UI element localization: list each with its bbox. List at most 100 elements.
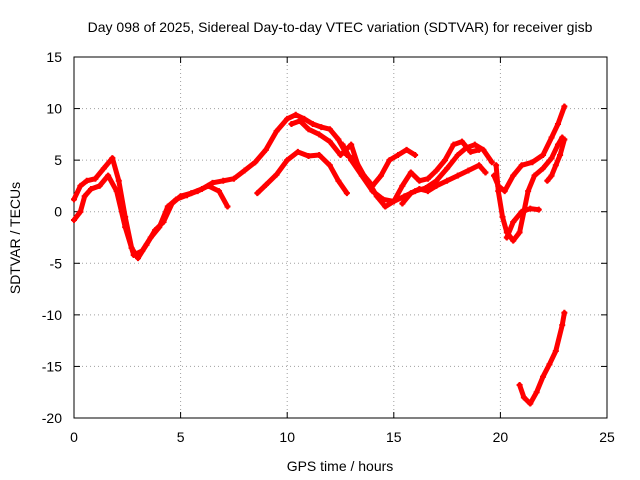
data-point	[378, 172, 385, 179]
x-tick-label: 5	[177, 429, 185, 445]
y-tick-label: -5	[50, 255, 63, 271]
data-point	[262, 181, 269, 188]
data-point	[305, 126, 312, 133]
data-point	[130, 252, 137, 259]
data-point	[88, 186, 95, 193]
y-axis-label: SDTVAR / TECUs	[7, 182, 23, 294]
data-point	[335, 177, 342, 184]
data-point	[488, 159, 495, 166]
data-point	[318, 124, 325, 131]
data-point	[454, 151, 461, 158]
data-point	[224, 203, 231, 210]
data-point	[309, 121, 316, 128]
data-point	[183, 192, 190, 199]
data-point	[358, 172, 365, 179]
data-point	[288, 121, 295, 128]
y-tick-label: 10	[46, 101, 62, 117]
data-point	[476, 162, 483, 169]
data-point	[463, 144, 470, 151]
chart-title: Day 098 of 2025, Sidereal Day-to-day VTE…	[88, 19, 593, 35]
data-point	[194, 188, 201, 195]
data-point	[482, 169, 489, 176]
data-point	[71, 196, 77, 203]
series-track-1	[71, 112, 418, 261]
data-point	[557, 151, 564, 158]
y-tick-label: 0	[54, 204, 62, 220]
data-point	[518, 208, 525, 215]
x-axis-label: GPS time / hours	[287, 458, 394, 474]
data-point	[493, 162, 500, 169]
data-point	[262, 146, 269, 153]
data-point	[527, 400, 534, 407]
data-point	[241, 167, 248, 174]
data-point	[559, 322, 566, 329]
data-point	[516, 229, 523, 236]
data-point	[412, 151, 419, 158]
data-point	[529, 159, 536, 166]
data-point	[369, 188, 376, 195]
data-point	[205, 182, 212, 189]
data-point	[516, 381, 523, 388]
data-point	[527, 205, 534, 212]
data-point	[284, 115, 291, 122]
data-point	[525, 188, 532, 195]
data-point	[343, 190, 350, 197]
series-track-6	[399, 162, 488, 206]
data-point	[399, 182, 406, 189]
series-track-8	[491, 104, 567, 194]
data-point	[503, 234, 510, 241]
data-point	[546, 361, 553, 368]
data-point	[416, 186, 423, 193]
x-tick-label: 20	[493, 429, 509, 445]
data-point	[450, 141, 457, 148]
data-point	[424, 188, 431, 195]
data-point	[220, 177, 227, 184]
data-point	[444, 165, 451, 172]
data-point	[395, 151, 402, 158]
y-tick-label: 5	[54, 152, 62, 168]
y-tick-label: 15	[46, 49, 62, 65]
series-track-2	[71, 173, 230, 258]
data-point	[390, 198, 397, 205]
data-point	[230, 175, 237, 182]
data-point	[316, 131, 323, 138]
data-point	[441, 157, 448, 164]
data-point	[335, 136, 342, 143]
data-point	[407, 169, 414, 176]
data-point	[301, 115, 308, 122]
data-point	[552, 162, 559, 169]
data-point	[465, 167, 472, 174]
data-point	[561, 136, 568, 143]
data-marks	[71, 103, 568, 407]
data-point	[548, 172, 555, 179]
data-point	[454, 172, 461, 179]
data-point	[433, 177, 440, 184]
data-point	[273, 128, 280, 135]
data-point	[139, 247, 146, 254]
series-track-4	[289, 118, 482, 210]
series-track-3	[254, 149, 350, 196]
data-point	[326, 126, 333, 133]
data-point	[252, 159, 259, 166]
data-point	[471, 141, 478, 148]
x-tick-label: 15	[386, 429, 402, 445]
data-point	[444, 177, 451, 184]
data-point	[533, 389, 540, 396]
series-track-11	[517, 310, 567, 407]
data-point	[92, 175, 99, 182]
data-point	[109, 155, 116, 162]
y-axis-ticks: -20 -15 -10 -5 0 5 10 15	[42, 49, 607, 426]
data-point	[382, 203, 389, 210]
data-point	[540, 373, 547, 380]
data-point	[561, 103, 568, 110]
x-tick-label: 0	[70, 429, 78, 445]
data-point	[339, 141, 346, 148]
data-point	[77, 182, 84, 189]
data-point	[433, 182, 440, 189]
data-point	[535, 206, 542, 213]
data-point	[510, 237, 517, 244]
data-point	[326, 138, 333, 145]
data-point	[510, 219, 517, 226]
data-point	[518, 162, 525, 169]
